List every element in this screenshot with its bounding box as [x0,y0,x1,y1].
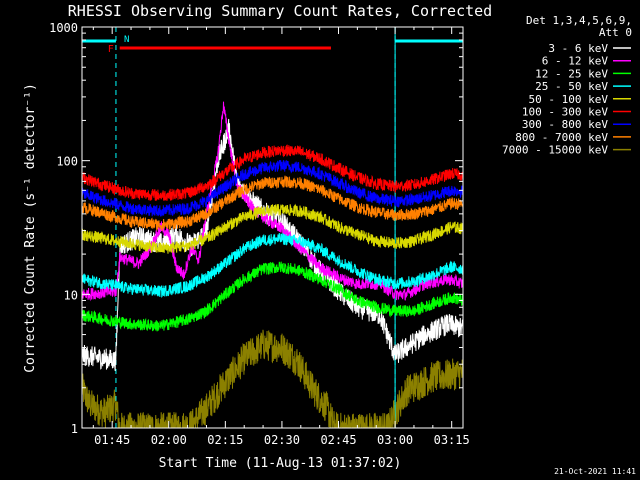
y-tick-label-1: 10 [64,288,78,302]
flare-label: F [108,44,114,55]
series-line-1 [82,101,463,302]
series-line-4 [82,203,463,254]
series-line-8 [82,329,463,428]
x-tick-label-5: 03:00 [377,433,413,447]
series-line-5 [82,144,463,202]
legend-label-4: 50 - 100 keV [529,93,609,106]
legend-label-0: 3 - 6 keV [548,42,608,55]
y-tick-label-2: 100 [56,155,78,169]
footer-timestamp: 21-Oct-2021 11:41 [554,467,636,476]
legend-label-7: 800 - 7000 keV [515,131,608,144]
night-label: N [124,35,129,45]
legend-label-2: 12 - 25 keV [535,67,608,80]
chart-title: RHESSI Observing Summary Count Rates, Co… [68,2,492,20]
x-tick-label-2: 02:15 [207,433,243,447]
y-axis-label: Corrected Count Rate (s⁻¹ detector⁻¹) [23,83,38,373]
legend-header-line-2: Att 0 [599,26,632,39]
y-tick-label-0: 1 [71,422,78,436]
axis-ticks: 01:45 02:00 02:15 02:30 02:45 03:00 03:15 1 10 10… [49,21,470,447]
legend-label-8: 7000 - 15000 keV [502,144,608,157]
x-tick-label-0: 01:45 [94,433,130,447]
series-line-7 [82,175,463,231]
x-tick-label-6: 03:15 [434,433,470,447]
x-tick-label-1: 02:00 [151,433,187,447]
legend-label-1: 6 - 12 keV [542,55,609,68]
x-tick-label-3: 02:30 [264,433,300,447]
x-tick-label-4: 02:45 [320,433,356,447]
legend-label-3: 25 - 50 keV [535,80,608,93]
plot-area: FN [82,27,463,428]
legend-label-6: 300 - 800 keV [522,118,608,131]
x-axis-label: Start Time (11-Aug-13 01:37:02) [159,456,402,471]
y-tick-label-3: 1000 [49,21,78,35]
plot-frame [81,26,464,429]
series-line-6 [82,159,463,217]
legend-header-line-1: Det 1,3,4,5,6,9, [526,14,632,27]
series-line-3 [82,233,463,298]
legend-label-5: 100 - 300 keV [522,106,608,119]
series-line-2 [82,261,463,332]
